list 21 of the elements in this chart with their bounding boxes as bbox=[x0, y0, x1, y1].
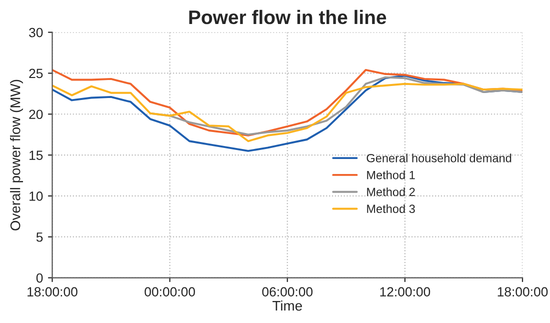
chart-title: Power flow in the line bbox=[189, 10, 386, 24]
x-tick-label: 18:00:00 bbox=[28, 287, 78, 296]
x-tick-label: 18:00:00 bbox=[498, 287, 548, 296]
line-series bbox=[52, 68, 522, 136]
y-tick-label: 25 bbox=[29, 68, 43, 78]
y-tick-label: 5 bbox=[36, 232, 43, 242]
y-tick-label: 0 bbox=[36, 273, 43, 283]
y-tick-label: 30 bbox=[29, 28, 43, 38]
y-tick-label: 10 bbox=[30, 192, 43, 201]
x-tick-label: 06:00:00 bbox=[262, 287, 313, 296]
x-axis-title: Time bbox=[272, 300, 302, 311]
legend-label: Method 3 bbox=[367, 204, 415, 214]
y-axis-title: Overall power flow (MW) bbox=[10, 80, 23, 230]
legend-label: General household demand bbox=[366, 154, 512, 162]
line-series bbox=[52, 82, 522, 142]
x-tick-label: 12:00:00 bbox=[380, 287, 430, 296]
x-tick-label: 00:00:00 bbox=[144, 287, 195, 296]
legend-label: Method 2 bbox=[367, 187, 415, 196]
y-tick-label: 15 bbox=[30, 150, 43, 160]
legend-label: Method 1 bbox=[367, 170, 415, 180]
y-tick-label: 20 bbox=[29, 110, 43, 120]
